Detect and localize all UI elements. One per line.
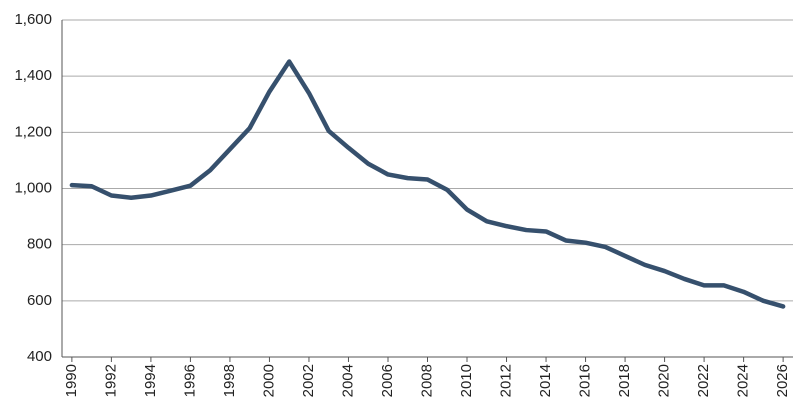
x-tick-label: 1994 [142, 364, 159, 397]
x-tick-label: 2010 [458, 364, 475, 397]
x-tick-label: 2012 [497, 364, 514, 397]
x-tick-label: 2002 [300, 364, 317, 397]
y-tick-label: 1,600 [14, 11, 52, 28]
y-tick-label: 1,200 [14, 123, 52, 140]
data-line [69, 59, 786, 309]
x-tick-label: 2020 [656, 364, 673, 397]
x-tick-label: 1996 [181, 364, 198, 397]
y-tick-label: 1,000 [14, 179, 52, 196]
x-tick-label: 2016 [577, 364, 594, 397]
x-tick-label: 1998 [221, 364, 238, 397]
y-tick-label: 1,400 [14, 67, 52, 84]
x-tick-label: 2018 [616, 364, 633, 397]
x-tick-label: 2026 [774, 364, 791, 397]
y-tick-label: 800 [27, 236, 52, 253]
x-tick-label: 2004 [339, 364, 356, 397]
x-tick-label: 1990 [63, 364, 80, 397]
x-tick-label: 2006 [379, 364, 396, 397]
x-tick-label: 2008 [418, 364, 435, 397]
y-tick-label: 600 [27, 292, 52, 309]
x-tick-label: 2022 [695, 364, 712, 397]
x-tick-label: 2000 [260, 364, 277, 397]
x-tick-label: 2024 [735, 364, 752, 397]
y-tick-label: 400 [27, 348, 52, 365]
x-tick-label: 2014 [537, 364, 554, 397]
x-tick-label: 1992 [102, 364, 119, 397]
